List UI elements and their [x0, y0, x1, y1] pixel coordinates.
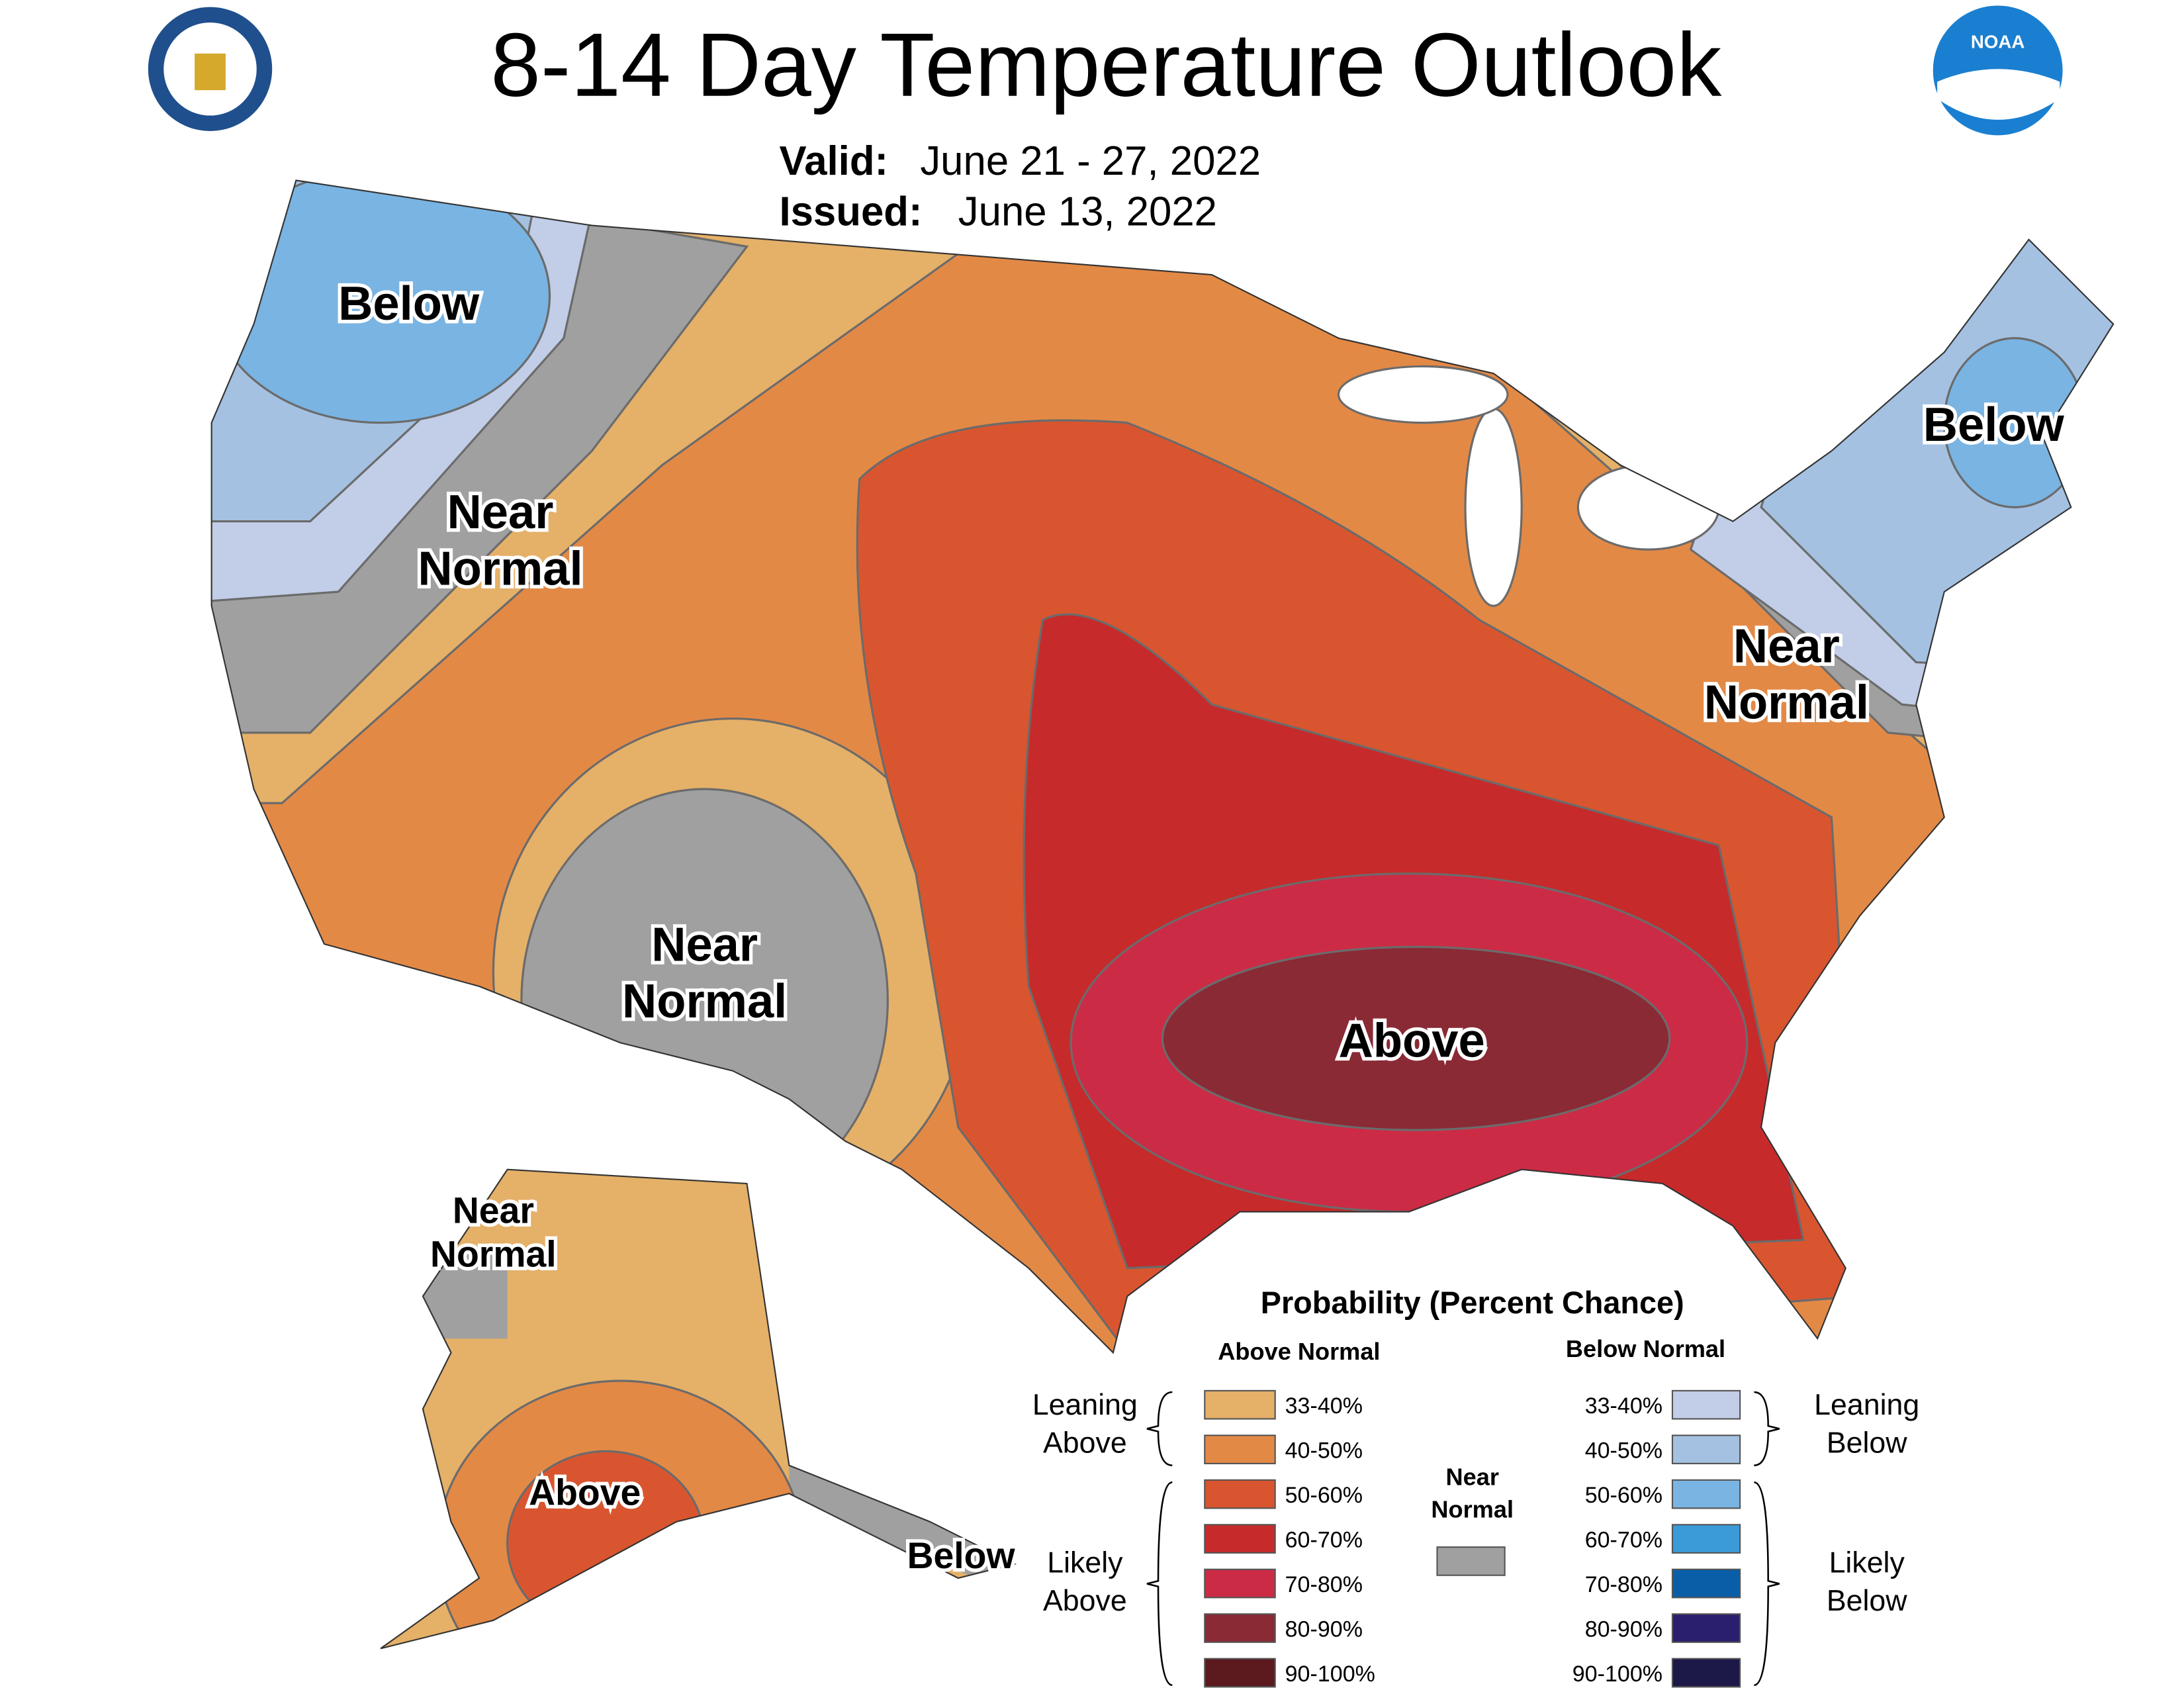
legend-brace	[1754, 1481, 1780, 1687]
near-normal-label: Near	[1445, 1463, 1498, 1490]
map-label: Normal	[1704, 676, 1869, 729]
map-label: Near	[1733, 619, 1840, 673]
map-label: Near	[651, 918, 758, 972]
bracket-label: Leaning	[1032, 1389, 1138, 1421]
conus-outline	[210, 179, 2115, 1354]
above-range: 80-90%	[1285, 1617, 1363, 1642]
above-range: 90-100%	[1285, 1662, 1375, 1687]
above-swatch	[1204, 1434, 1276, 1464]
map-label: Below	[338, 277, 480, 330]
title: 8-14 Day Temperature Outlook	[490, 15, 1722, 115]
map-label: Above	[529, 1472, 641, 1513]
above-range: 70-80%	[1285, 1572, 1363, 1597]
below-swatch	[1671, 1389, 1741, 1420]
map-label: Below	[1923, 398, 2065, 451]
above-swatch	[1204, 1613, 1276, 1643]
above-swatch	[1204, 1524, 1276, 1554]
conus-map	[211, 180, 2114, 1353]
below-range: 33-40%	[1585, 1393, 1662, 1419]
bracket-label: Likely	[1829, 1546, 1905, 1579]
legend-brace	[1754, 1391, 1780, 1466]
near-normal-label: Normal	[1431, 1495, 1514, 1523]
below-range: 90-100%	[1572, 1662, 1662, 1687]
map-label: Below	[907, 1535, 1016, 1576]
below-swatch	[1671, 1658, 1741, 1688]
below-swatch	[1671, 1568, 1741, 1599]
below-range: 80-90%	[1585, 1617, 1662, 1642]
legend-brace	[1146, 1481, 1173, 1687]
above-swatch	[1204, 1658, 1276, 1688]
above-heading: Above Normal	[1218, 1338, 1380, 1365]
valid-dates: June 21 - 27, 2022	[920, 138, 1261, 184]
below-range: 70-80%	[1585, 1572, 1662, 1597]
below-swatch	[1671, 1479, 1741, 1509]
bracket-label: Leaning	[1814, 1389, 1919, 1421]
below-range: 40-50%	[1585, 1438, 1662, 1463]
bracket-label: Below	[1827, 1585, 1907, 1617]
above-swatch	[1204, 1568, 1276, 1599]
bracket-label: Above	[1043, 1585, 1127, 1617]
noaa-logo: NOAA	[1933, 5, 2063, 136]
bracket-label: Above	[1043, 1427, 1127, 1460]
near-swatch	[1436, 1546, 1506, 1576]
above-swatch	[1204, 1389, 1276, 1420]
below-heading: Below Normal	[1566, 1335, 1725, 1362]
map-label: Normal	[418, 541, 582, 595]
legend-title: Probability (Percent Chance)	[1261, 1286, 1684, 1320]
map-label: Near	[453, 1190, 534, 1231]
above-swatch	[1204, 1479, 1276, 1509]
above-range: 33-40%	[1285, 1393, 1363, 1419]
above-range: 60-70%	[1285, 1527, 1363, 1552]
below-swatch	[1671, 1613, 1741, 1643]
map-label: Normal	[430, 1234, 557, 1275]
issued-label: Issued:	[779, 189, 922, 235]
below-range: 60-70%	[1585, 1527, 1662, 1552]
map-label: Above	[1339, 1013, 1485, 1067]
below-swatch	[1671, 1524, 1741, 1554]
below-swatch	[1671, 1434, 1741, 1464]
below-range: 50-60%	[1585, 1483, 1662, 1508]
above-range: 50-60%	[1285, 1483, 1363, 1508]
issued-date: June 13, 2022	[958, 189, 1217, 235]
valid-label: Valid:	[779, 138, 888, 184]
map-label: Normal	[622, 974, 787, 1028]
alaska-outline	[380, 1168, 1017, 1650]
noaa-text: NOAA	[1971, 31, 2025, 52]
bracket-label: Likely	[1047, 1546, 1123, 1579]
commerce-seal	[148, 7, 273, 131]
bracket-label: Below	[1827, 1427, 1907, 1460]
above-range: 40-50%	[1285, 1438, 1363, 1463]
map-label: Near	[447, 485, 554, 539]
legend-brace	[1146, 1391, 1173, 1466]
